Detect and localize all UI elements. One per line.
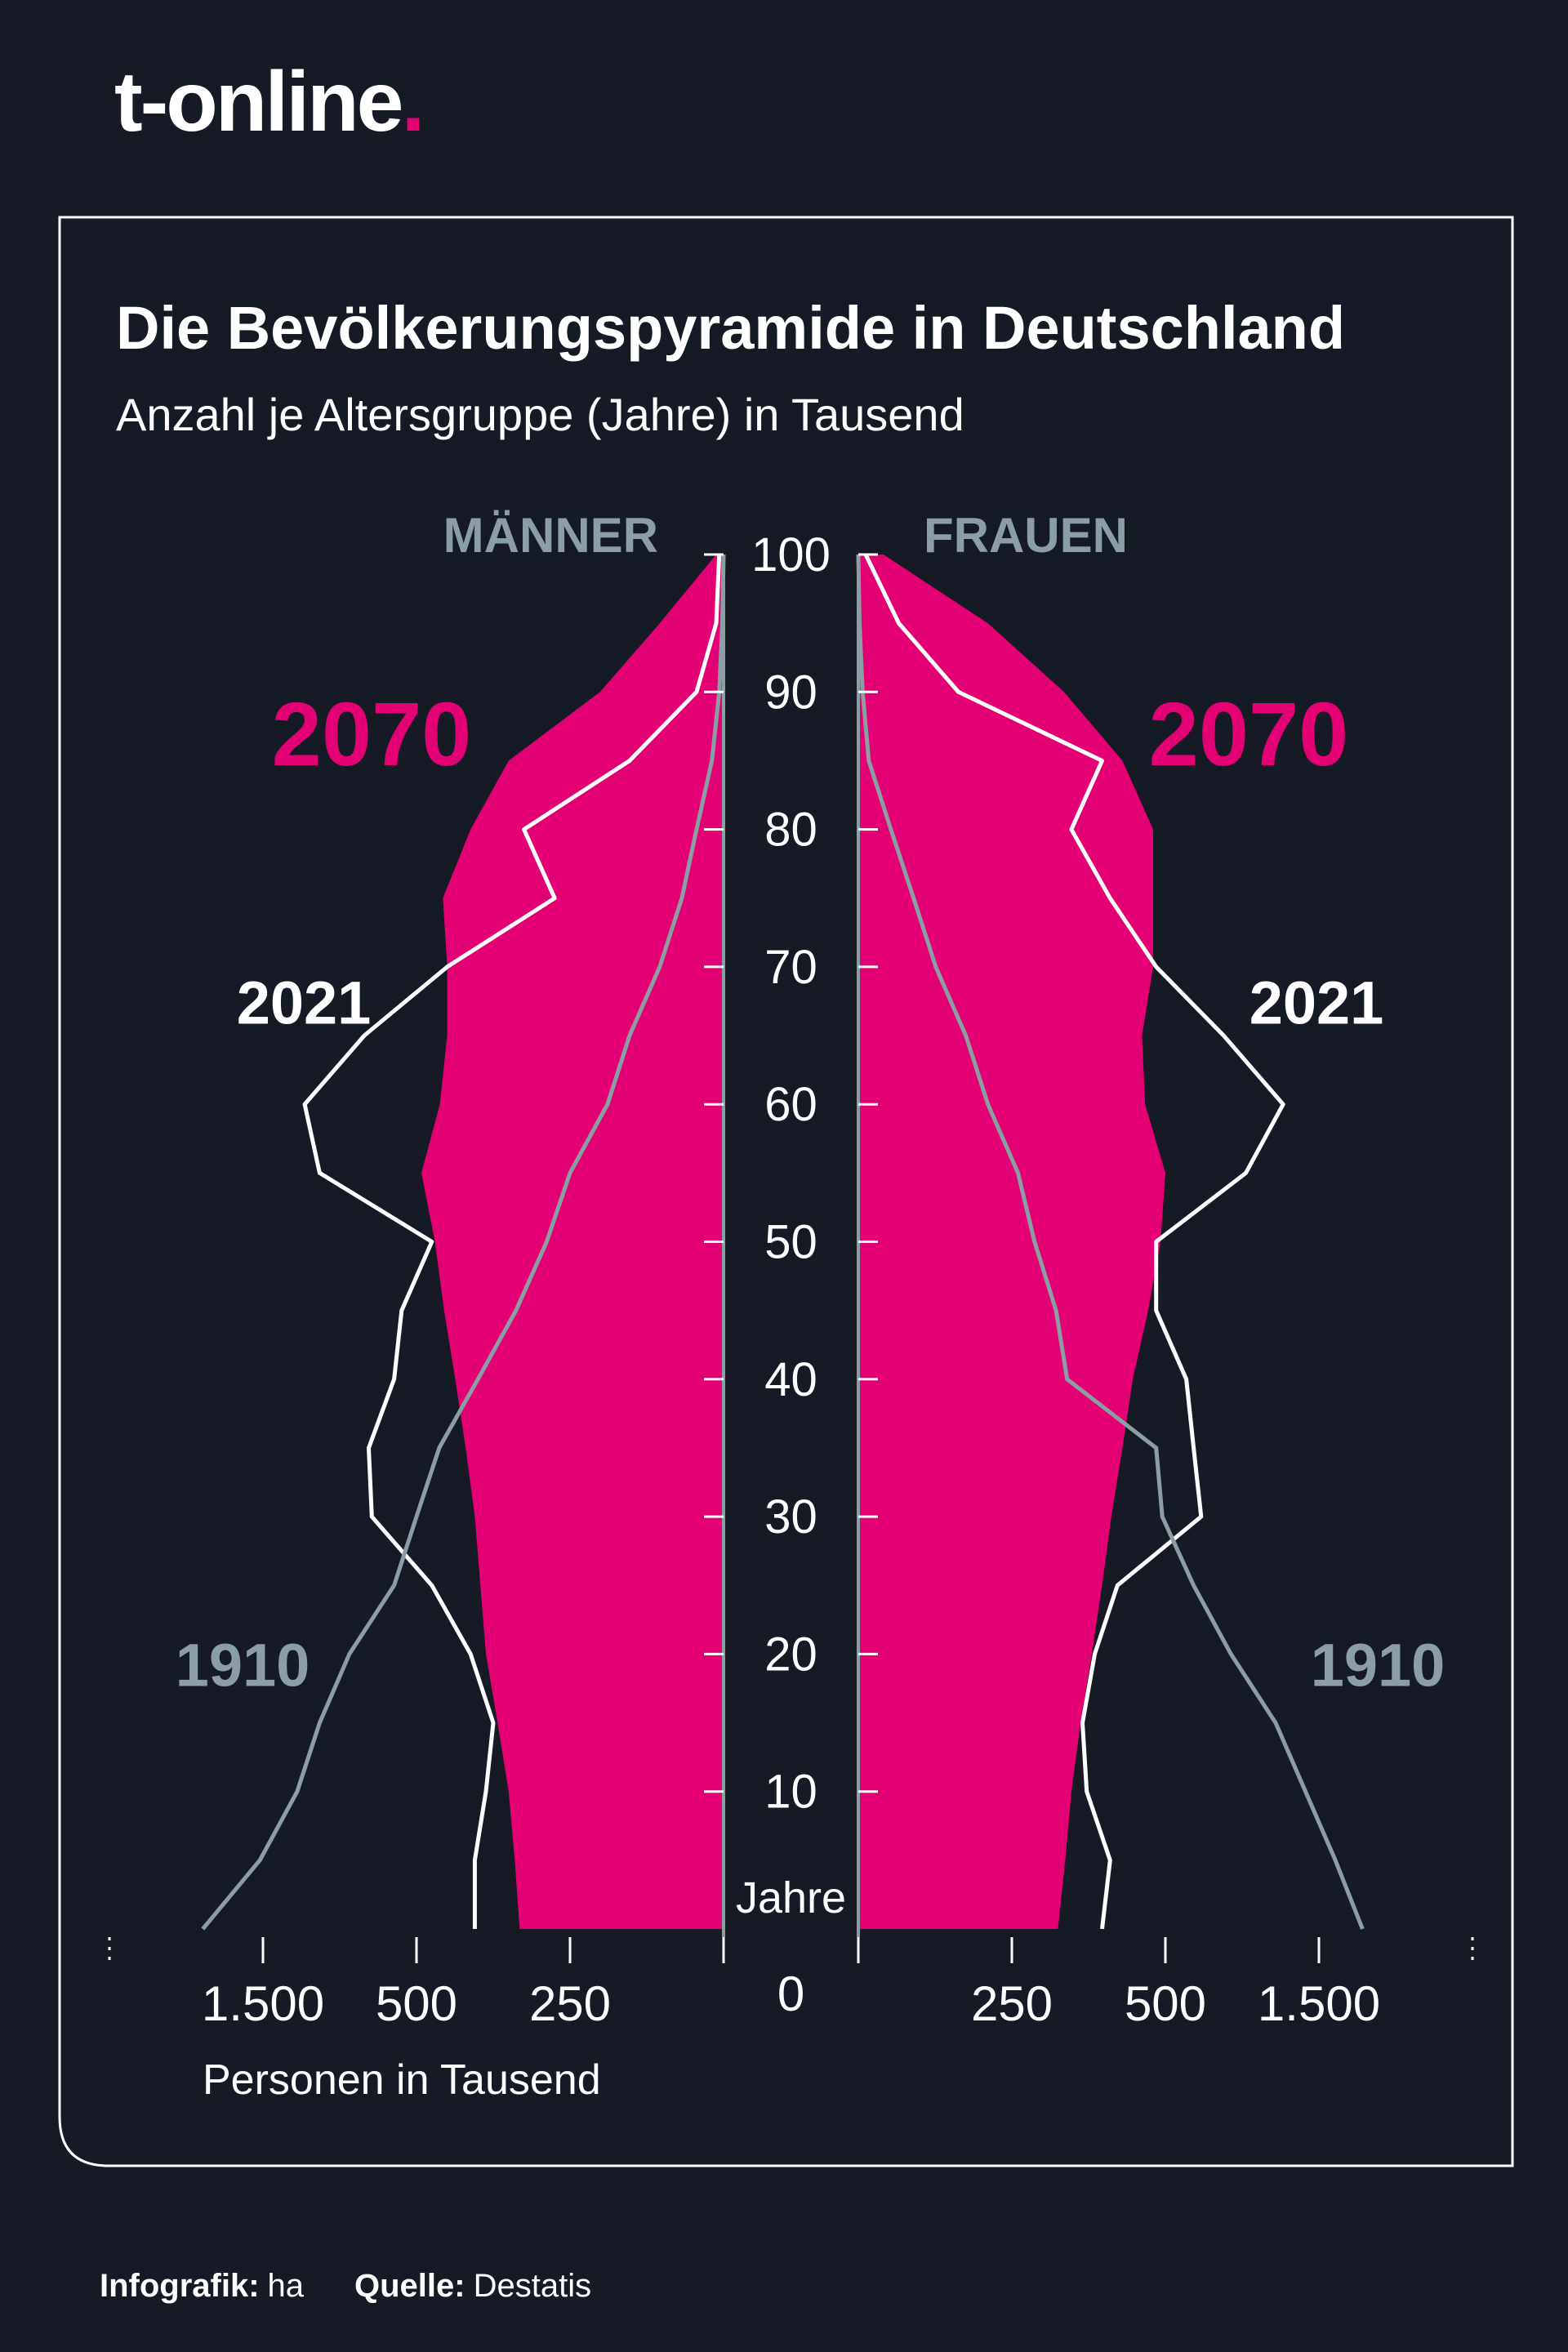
y-axis-label: Jahre	[736, 1873, 846, 1922]
x-tick-label: 0	[777, 1967, 804, 2021]
chart-frame	[58, 216, 1514, 2167]
logo: t-online.	[114, 55, 422, 149]
series-label: 2070	[1149, 684, 1349, 785]
y-tick-label: 60	[764, 1078, 817, 1131]
y-tick-label: 40	[764, 1353, 817, 1406]
source: Destatis	[474, 2268, 592, 2304]
y-tick-label: 30	[764, 1490, 817, 1544]
footer: Infografik: ha Quelle: Destatis	[100, 2268, 591, 2304]
population-area	[858, 555, 1165, 1929]
y-tick-label: 100	[751, 528, 831, 581]
x-tick-label: 500	[376, 1976, 457, 2031]
y-tick-label: 80	[764, 804, 817, 857]
series-label: 2021	[237, 969, 372, 1037]
logo-text: t-online	[114, 55, 402, 149]
y-tick-label: 20	[764, 1628, 817, 1681]
y-tick-label: 90	[764, 666, 817, 719]
plot: MÄNNER2070202119102505001.500FRAUEN20702…	[108, 508, 1474, 2104]
series-label: 2021	[1250, 969, 1384, 1037]
x-axis-label: Personen in Tausend	[203, 2056, 601, 2104]
series-label: 1910	[176, 1632, 310, 1699]
credit-label: Infografik:	[100, 2268, 260, 2304]
source-label: Quelle:	[354, 2268, 466, 2304]
credit: ha	[268, 2268, 305, 2304]
y-tick-label: 50	[764, 1216, 817, 1269]
logo-dot: .	[401, 55, 422, 149]
chart-subtitle: Anzahl je Altersgruppe (Jahre) in Tausen…	[116, 389, 964, 440]
population-line	[856, 554, 1365, 1930]
y-tick-label: 70	[764, 941, 817, 994]
series-label: 1910	[1311, 1632, 1446, 1699]
chart-title: Die Bevölkerungspyramide in Deutschland	[116, 294, 1345, 362]
side-label: MÄNNER	[443, 508, 658, 563]
y-tick-label: 10	[764, 1766, 817, 1819]
population-line	[201, 554, 726, 1931]
side-label: FRAUEN	[924, 508, 1128, 563]
x-tick-label: 250	[971, 1976, 1053, 2031]
x-tick-label: 1.500	[1258, 1976, 1380, 2031]
x-tick-label: 250	[529, 1976, 611, 2031]
population-line	[863, 553, 1285, 1930]
x-tick-label: 1.500	[202, 1976, 324, 2031]
population-line	[302, 554, 722, 1929]
population-area	[421, 555, 724, 1929]
x-tick-label: 500	[1125, 1976, 1206, 2031]
series-label: 2070	[272, 684, 472, 785]
